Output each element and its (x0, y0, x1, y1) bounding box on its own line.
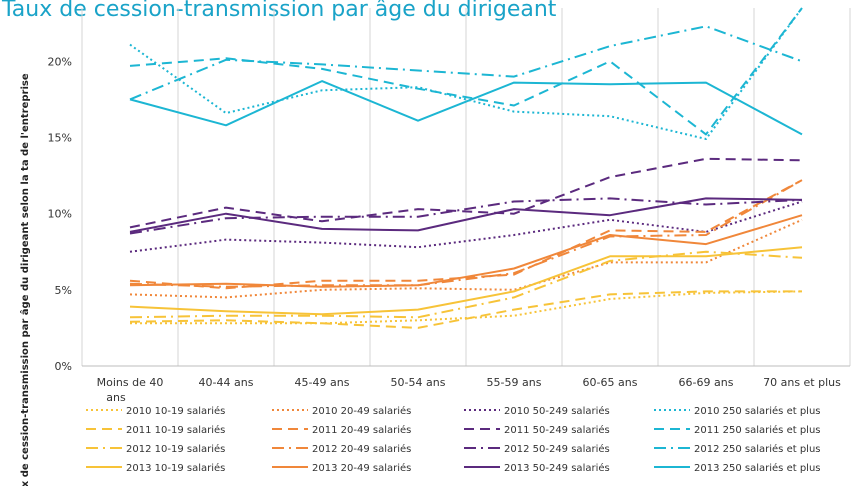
x-tick-label-line2: ans (106, 391, 126, 404)
y-tick-label: 15% (48, 131, 72, 144)
y-ticks: 0% 5% 10% 15% 20% (48, 55, 72, 373)
legend-label: 2012 250 salariés et plus (694, 443, 821, 455)
series-line (129, 25, 803, 101)
series-line (129, 214, 803, 288)
legend-label: 2013 250 salariés et plus (694, 462, 821, 474)
series-line (129, 7, 803, 136)
legend-label: 2013 10-19 salariés (126, 462, 225, 474)
series-line (129, 80, 803, 136)
x-categories: Moins de 40 ans 40-44 ans 45-49 ans 50-54 an… (97, 376, 842, 404)
legend-label: 2012 10-19 salariés (126, 443, 225, 455)
legend-label: 2012 20-49 salariés (312, 443, 411, 455)
x-tick-label: 55-59 ans (487, 376, 542, 389)
legend-label: 2011 50-249 salariés (504, 424, 610, 436)
series-lines (129, 7, 803, 329)
y-tick-label: 5% (55, 284, 72, 297)
series-line (129, 157, 803, 229)
legend-label: 2010 50-249 salariés (504, 405, 610, 417)
legend-label: 2010 20-49 salariés (312, 405, 411, 417)
y-tick-label: 10% (48, 208, 72, 221)
x-tick-label: 66-69 ans (679, 376, 734, 389)
series-line (129, 7, 803, 140)
legend-label: 2013 50-249 salariés (504, 462, 610, 474)
y-tick-label: 20% (48, 55, 72, 68)
series-line (129, 179, 803, 288)
x-tick-label: 60-65 ans (583, 376, 638, 389)
series-line (129, 197, 803, 233)
x-tick-label: 70 ans et plus (763, 376, 841, 389)
legend-label: 2013 20-49 salariés (312, 462, 411, 474)
y-axis-label: Taux de cession-transmission par âge du … (19, 73, 31, 486)
x-tick-label: 40-44 ans (199, 376, 254, 389)
x-tick-label: 45-49 ans (295, 376, 350, 389)
legend: 2010 10-19 salariés 2010 20-49 salariés 20… (86, 405, 821, 474)
series-line (129, 246, 803, 316)
x-tick-label: 50-54 ans (391, 376, 446, 389)
chart-title: Taux de cession-transmission par âge du … (1, 0, 557, 22)
series-line (129, 197, 803, 235)
legend-label: 2010 250 salariés et plus (694, 405, 821, 417)
x-tick-label: Moins de 40 (97, 376, 164, 389)
legend-label: 2011 20-49 salariés (312, 424, 411, 436)
legend-label: 2010 10-19 salariés (126, 405, 225, 417)
series-line (129, 218, 803, 299)
series-line (129, 250, 803, 319)
legend-label: 2011 250 salariés et plus (694, 424, 821, 436)
y-tick-label: 0% (55, 360, 72, 373)
grid (81, 8, 851, 367)
legend-label: 2012 50-249 salariés (504, 443, 610, 455)
series-line (129, 290, 802, 329)
legend-label: 2011 10-19 salariés (126, 424, 225, 436)
